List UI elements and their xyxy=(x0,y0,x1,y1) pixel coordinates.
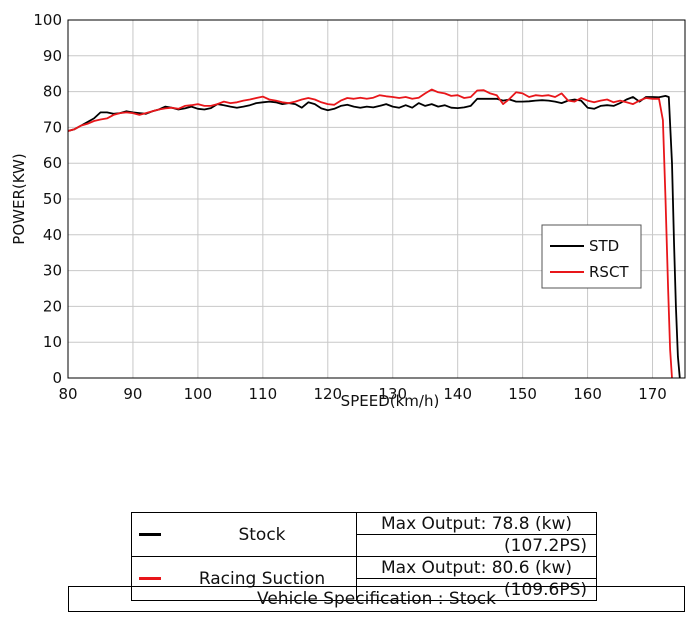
racing-name: Racing Suction xyxy=(168,556,357,601)
stock-name: Stock xyxy=(168,512,357,557)
y-tick-label: 10 xyxy=(43,333,62,351)
tick-labels: 80 90 100 110 120 130 140 150 160 170 0 10 20 30 40 50 6… xyxy=(33,11,666,403)
y-axis-label: POWER(KW) xyxy=(10,153,28,244)
x-tick-label: 90 xyxy=(123,385,142,403)
y-tick-label: 70 xyxy=(43,118,62,136)
x-tick-label: 120 xyxy=(313,385,342,403)
power-chart: 80 90 100 110 120 130 140 150 160 170 0 10 20 30 40 50 6… xyxy=(10,11,686,410)
racing-line-swatch xyxy=(139,577,161,580)
x-axis-label: SPEED(km/h) xyxy=(341,392,440,410)
racing-swatch-cell xyxy=(131,556,168,601)
x-tick-label: 160 xyxy=(573,385,602,403)
legend: STD RSCT xyxy=(541,224,642,289)
x-tick-label: 130 xyxy=(378,385,407,403)
y-tick-label: 40 xyxy=(43,226,62,244)
x-tick-label: 150 xyxy=(508,385,537,403)
x-tick-label: 100 xyxy=(184,385,213,403)
results-table: Stock Max Output: 78.8 (kw) (107.2PS) Ra… xyxy=(131,512,597,601)
y-tick-label: 50 xyxy=(43,190,62,208)
legend-label-std: STD xyxy=(589,237,619,255)
y-tick-label: 100 xyxy=(33,11,62,29)
y-tick-label: 0 xyxy=(52,369,62,387)
x-tick-label: 110 xyxy=(249,385,278,403)
y-tick-label: 60 xyxy=(43,154,62,172)
table-row-racing: Racing Suction Max Output: 80.6 (kw) xyxy=(131,556,597,601)
series-layer xyxy=(67,88,681,379)
y-tick-label: 30 xyxy=(43,262,62,280)
y-tick-label: 20 xyxy=(43,297,62,315)
series-line-rsct xyxy=(67,88,673,379)
legend-label-rsct: RSCT xyxy=(589,263,629,281)
stock-line-swatch xyxy=(139,533,161,536)
racing-max-output: Max Output: 80.6 (kw) xyxy=(356,556,597,579)
stock-max-output: Max Output: 78.8 (kw) xyxy=(356,512,597,535)
y-tick-label: 80 xyxy=(43,83,62,101)
legend-box xyxy=(541,224,642,289)
x-tick-label: 140 xyxy=(443,385,472,403)
y-tick-label: 90 xyxy=(43,47,62,65)
table-row-racing-ps: (109.6PS) xyxy=(132,578,597,601)
table-row-stock: Stock Max Output: 78.8 (kw) xyxy=(131,512,597,557)
x-tick-label: 80 xyxy=(58,385,77,403)
plot-frame xyxy=(67,19,686,379)
vehicle-spec-text: Vehicle Specification : Stock xyxy=(257,589,496,609)
stock-ps: (107.2PS) xyxy=(356,534,597,557)
racing-ps: (109.6PS) xyxy=(356,578,597,601)
vehicle-spec-box: Vehicle Specification : Stock xyxy=(68,586,685,612)
x-tick-label: 170 xyxy=(638,385,667,403)
stock-swatch-cell xyxy=(131,512,168,557)
